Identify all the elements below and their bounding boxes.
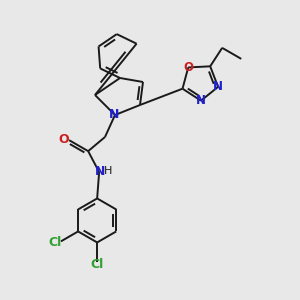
Text: H: H [104,166,112,176]
Text: O: O [183,61,193,74]
Text: Cl: Cl [91,258,104,271]
Text: N: N [213,80,223,93]
Text: N: N [109,109,119,122]
Text: N: N [95,164,105,178]
Text: N: N [196,94,206,107]
Text: O: O [59,133,69,146]
Text: Cl: Cl [48,236,62,249]
